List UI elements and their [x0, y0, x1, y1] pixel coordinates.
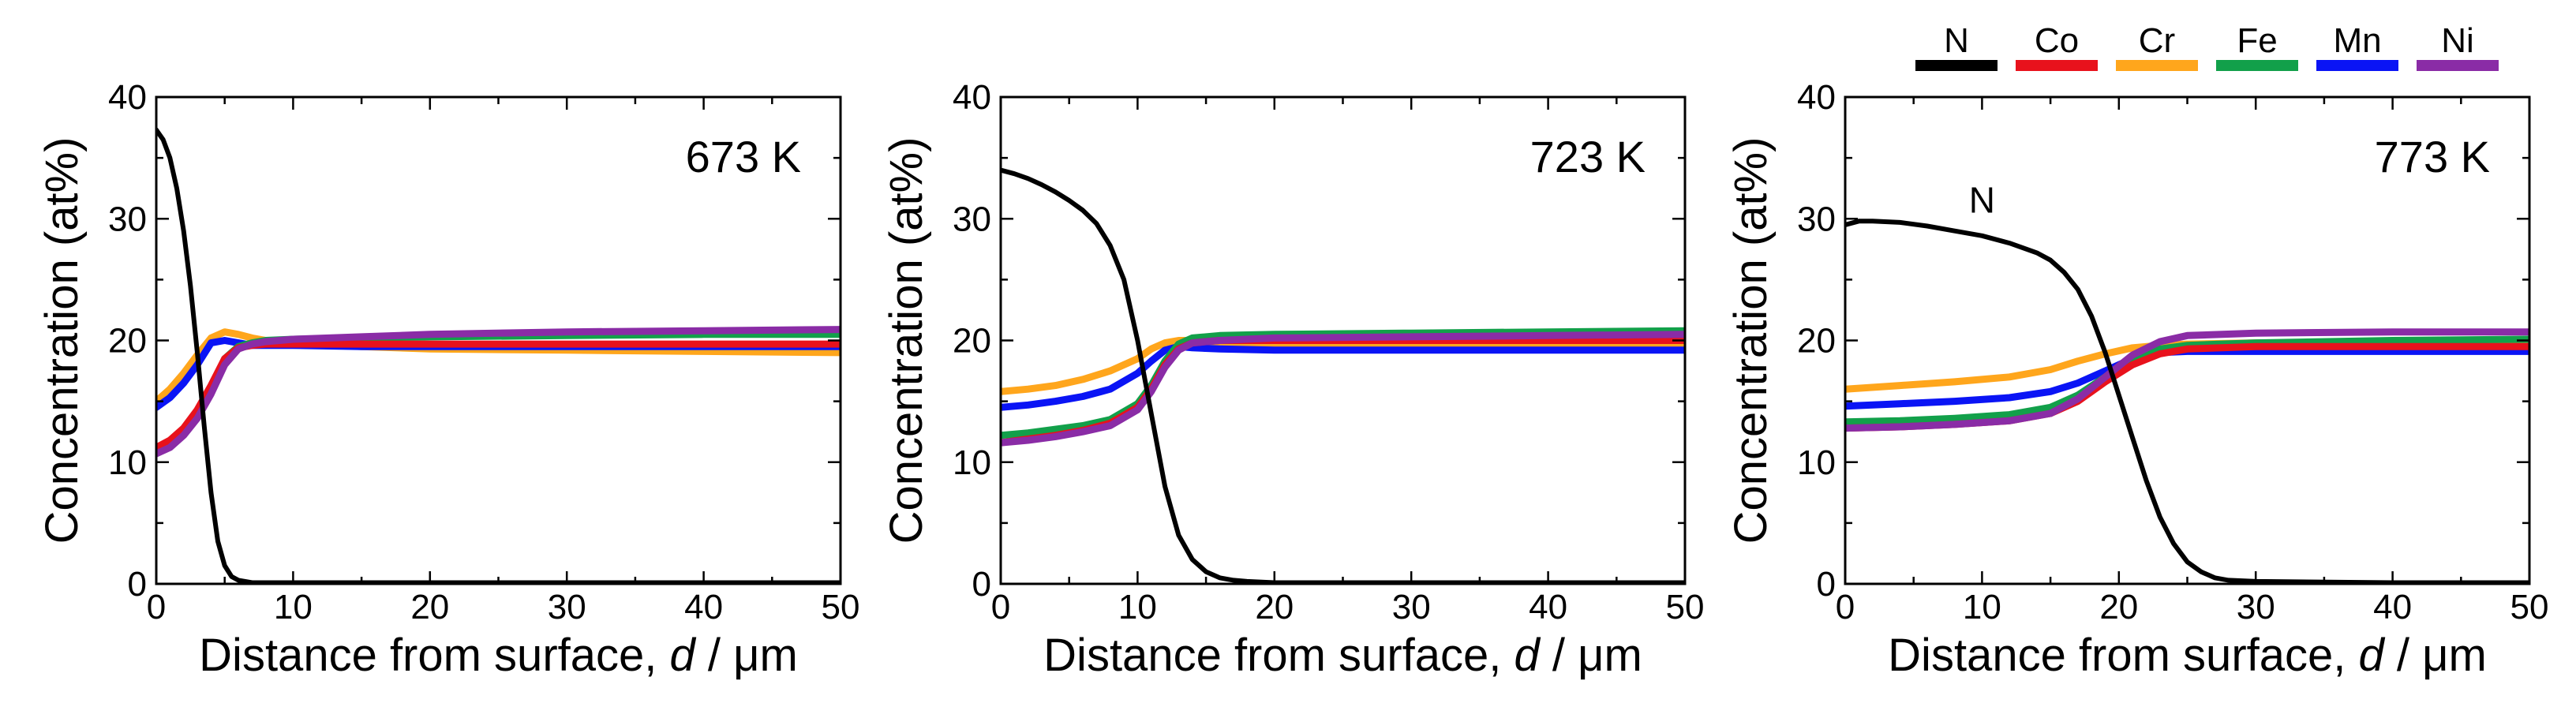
x-axis-label: Distance from surface, d / μm [199, 630, 798, 681]
series-line-ni [1845, 328, 2529, 432]
series-line-mn [1001, 342, 1685, 411]
x-tick-label: 10 [1963, 588, 2001, 626]
series-line-n [156, 127, 841, 584]
y-tick-label: 10 [1797, 443, 1836, 482]
x-tick-label: 50 [2510, 588, 2549, 626]
x-tick-label: 50 [1666, 588, 1705, 626]
legend-item-cr: Cr [2116, 21, 2198, 71]
y-axis-label: Concentration (at%) [36, 137, 88, 544]
x-tick-label: 0 [147, 588, 166, 626]
legend-label: Co [2035, 21, 2079, 60]
y-tick-label: 20 [108, 322, 147, 361]
y-tick-label: 40 [953, 78, 991, 117]
temperature-annotation: 723 K [1530, 132, 1646, 181]
x-tick-label: 20 [410, 588, 449, 626]
y-tick-label: 40 [108, 78, 147, 117]
series-group [156, 127, 841, 584]
legend-label: Cr [2139, 21, 2175, 60]
x-tick-label: 10 [274, 588, 313, 626]
legend-label: Ni [2441, 21, 2474, 60]
y-axis-label: Concentration (at%) [881, 137, 932, 544]
chart-panel-3: 0 10 20 30 40 50 0 10 20 30 40 Distance from surfac… [1725, 78, 2548, 681]
temperature-annotation: 773 K [2375, 132, 2490, 181]
legend-item-fe: Fe [2216, 21, 2298, 71]
series-line-ni [1001, 331, 1685, 447]
chart-panel-1: 0 10 20 30 40 50 0 10 20 30 40 Distance from surfac… [36, 78, 859, 681]
x-tick-label: 30 [1392, 588, 1431, 626]
y-axis-label: Concentration (at%) [1725, 137, 1777, 544]
y-tick-label: 0 [972, 565, 991, 604]
x-tick-label: 20 [1255, 588, 1294, 626]
series-line-mn [1845, 347, 2529, 410]
y-tick-label: 0 [128, 565, 147, 604]
y-tick-label: 30 [108, 200, 147, 238]
y-tick-label: 10 [953, 443, 991, 482]
x-axis-label: Distance from surface, d / μm [1043, 630, 1642, 681]
x-tick-label: 50 [822, 588, 860, 626]
x-tick-label: 40 [684, 588, 723, 626]
x-tick-label: 0 [1836, 588, 1855, 626]
x-tick-label: 30 [548, 588, 586, 626]
legend-label: Mn [2333, 21, 2381, 60]
x-tick-label: 0 [991, 588, 1010, 626]
x-tick-label: 40 [1529, 588, 1567, 626]
x-tick-label: 30 [2237, 588, 2275, 626]
x-tick-label: 40 [2373, 588, 2412, 626]
series-label-n: N [1969, 180, 1995, 221]
y-tick-label: 10 [108, 443, 147, 482]
legend-label: Fe [2237, 21, 2277, 60]
y-tick-label: 20 [1797, 322, 1836, 361]
series-group [1845, 219, 2529, 584]
y-tick-label: 30 [953, 200, 991, 238]
legend-item-mn: Mn [2316, 21, 2398, 71]
x-tick-label: 10 [1118, 588, 1157, 626]
legend-item-co: Co [2016, 21, 2098, 71]
y-tick-label: 20 [953, 322, 991, 361]
legend: N Co Cr Fe Mn Ni [1915, 21, 2499, 71]
series-line-ni [156, 326, 841, 458]
chart-panel-2: 0 10 20 30 40 50 0 10 20 30 40 Distance from surfac… [881, 78, 1704, 681]
x-tick-label: 20 [2099, 588, 2138, 626]
legend-item-ni: Ni [2417, 21, 2499, 71]
series-line-co [156, 340, 841, 451]
y-tick-label: 40 [1797, 78, 1836, 117]
series-line-cr [1001, 337, 1685, 395]
legend-item-n: N [1915, 21, 1998, 71]
legend-label: N [1944, 21, 1969, 60]
series-group [1001, 167, 1685, 584]
x-axis-label: Distance from surface, d / μm [1888, 630, 2487, 681]
y-tick-label: 0 [1817, 565, 1836, 604]
temperature-annotation: 673 K [686, 132, 801, 181]
series-line-n [1845, 219, 2529, 584]
y-tick-label: 30 [1797, 200, 1836, 238]
